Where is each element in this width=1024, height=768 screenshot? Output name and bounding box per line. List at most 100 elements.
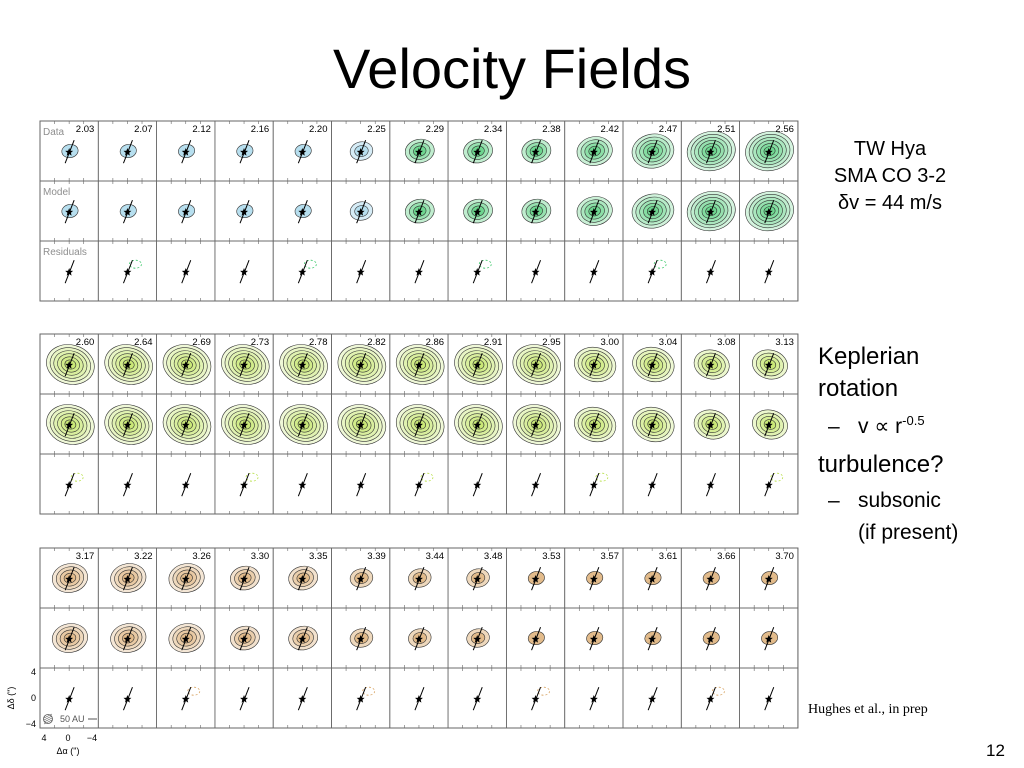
star-marker xyxy=(181,575,190,583)
star-marker xyxy=(648,361,657,369)
x-tick-label: 0 xyxy=(65,733,70,743)
keplerian-heading-line2: rotation xyxy=(818,375,899,402)
bullet-dash: – xyxy=(828,415,840,438)
star-marker xyxy=(181,208,190,216)
slide-title: Velocity Fields xyxy=(333,37,691,100)
star-marker xyxy=(648,695,657,703)
channel-map-figure: 2.03 2.07 2.12 2.16 2.20 2.25 2.29 2.34 2.38 2.42… xyxy=(6,120,799,756)
star-marker xyxy=(415,421,423,429)
channel-panel xyxy=(447,607,507,669)
channel-panel xyxy=(680,393,740,455)
channel-panel: 3.08 xyxy=(680,333,740,395)
star-marker xyxy=(706,148,715,156)
star-marker xyxy=(298,421,307,429)
turbulence-bullet: – subsonic (if present) xyxy=(818,485,958,549)
channel-velocity-label: 2.25 xyxy=(367,124,386,135)
star-marker xyxy=(123,208,132,216)
star-marker xyxy=(123,695,132,703)
residual-contour xyxy=(187,686,201,696)
channel-panel xyxy=(739,240,799,302)
star-marker xyxy=(589,208,598,216)
y-axis-label: Δδ (") xyxy=(6,687,16,710)
star-marker xyxy=(764,208,773,216)
star-marker xyxy=(589,575,598,583)
star-marker xyxy=(764,695,773,703)
star-marker xyxy=(706,421,715,429)
star-marker xyxy=(415,635,423,643)
star-marker xyxy=(531,695,540,703)
channel-panel: 3.30 xyxy=(214,547,274,609)
x-axis-label: Δα (") xyxy=(57,746,80,756)
y-tick-label: 0 xyxy=(31,693,36,703)
star-marker xyxy=(648,481,657,489)
channel-panel: 2.34 xyxy=(447,120,507,182)
star-marker xyxy=(589,695,598,703)
observation-info: TW Hya SMA CO 3-2 δv = 44 m/s xyxy=(810,136,970,217)
star-marker xyxy=(531,421,540,429)
star-marker xyxy=(415,575,423,583)
channel-panel xyxy=(156,393,216,455)
keplerian-exponent: -0.5 xyxy=(902,413,925,428)
channel-velocity-label: 3.17 xyxy=(76,551,95,562)
channel-panel: 3.17 xyxy=(39,547,99,609)
star-marker xyxy=(356,148,365,156)
star-marker xyxy=(298,268,307,276)
star-marker xyxy=(123,421,132,429)
channel-panel: 2.91 xyxy=(447,333,507,395)
star-marker xyxy=(764,635,773,643)
star-marker xyxy=(415,695,423,703)
channel-velocity-label: 2.20 xyxy=(309,124,328,135)
residual-contour xyxy=(595,472,609,482)
star-marker xyxy=(123,361,132,369)
star-marker xyxy=(415,361,423,369)
star-marker xyxy=(764,481,773,489)
channel-velocity-label: 2.73 xyxy=(251,337,270,348)
star-marker xyxy=(589,481,598,489)
star-marker xyxy=(473,361,482,369)
channel-panel: 2.47 xyxy=(622,120,682,182)
star-marker xyxy=(531,635,540,643)
turbulence-heading: turbulence? xyxy=(818,451,944,478)
channel-velocity-label: 3.08 xyxy=(717,337,736,348)
channel-panel xyxy=(739,180,799,242)
page-number: 12 xyxy=(986,741,1005,760)
channel-panel xyxy=(389,393,449,455)
star-marker xyxy=(123,268,132,276)
star-marker xyxy=(356,361,365,369)
star-marker xyxy=(706,481,715,489)
star-marker xyxy=(298,361,307,369)
channel-velocity-label: 3.44 xyxy=(426,551,445,562)
channel-panel xyxy=(331,180,391,242)
channel-panel xyxy=(564,393,624,455)
channel-velocity-label: 2.91 xyxy=(484,337,503,348)
star-marker xyxy=(356,481,365,489)
residual-contour xyxy=(420,472,434,482)
channel-velocity-label: 2.60 xyxy=(76,337,95,348)
channel-velocity-label: 3.04 xyxy=(659,337,678,348)
star-marker xyxy=(181,481,190,489)
star-marker xyxy=(473,421,482,429)
channel-panel: 2.86 xyxy=(389,333,449,395)
star-marker xyxy=(648,575,657,583)
star-marker xyxy=(764,361,773,369)
channel-velocity-label: 2.56 xyxy=(775,124,794,135)
channel-panel xyxy=(39,393,99,455)
channel-velocity-label: 3.30 xyxy=(251,551,270,562)
star-marker xyxy=(648,635,657,643)
channel-panel: 2.51 xyxy=(680,120,740,182)
star-marker xyxy=(240,361,248,369)
star-marker xyxy=(240,148,248,156)
star-marker xyxy=(123,635,132,643)
star-marker xyxy=(589,635,598,643)
channel-velocity-label: 2.78 xyxy=(309,337,328,348)
residual-contour xyxy=(362,686,376,696)
channel-velocity-label: 2.47 xyxy=(659,124,678,135)
channel-velocity-label: 3.13 xyxy=(775,337,794,348)
channel-panel: 2.64 xyxy=(97,333,158,395)
star-marker xyxy=(298,481,307,489)
channel-panel: 2.56 xyxy=(739,120,799,182)
star-marker xyxy=(298,208,307,216)
channel-velocity-label: 2.42 xyxy=(601,124,620,135)
channel-panel xyxy=(739,453,799,515)
star-marker xyxy=(65,635,74,643)
